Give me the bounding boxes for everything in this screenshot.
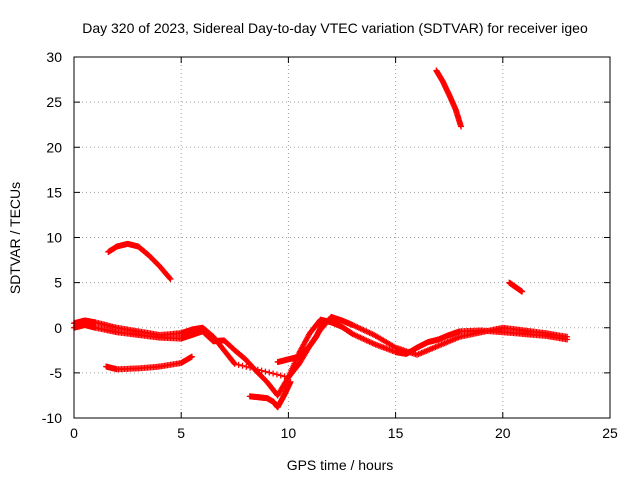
y-tick-label: 20 (46, 139, 62, 155)
x-tick-label: 0 (70, 425, 78, 441)
x-tick-label: 20 (495, 425, 511, 441)
series-arc-upper-left (105, 240, 174, 283)
x-tick-label: 25 (602, 425, 618, 441)
data-point (319, 320, 326, 327)
y-tick-label: 25 (46, 94, 62, 110)
chart-title: Day 320 of 2023, Sidereal Day-to-day VTE… (82, 20, 588, 36)
y-tick-label: 5 (54, 275, 62, 291)
y-tick-label: -10 (42, 410, 62, 426)
data-point (258, 367, 265, 374)
data-point (270, 370, 277, 377)
x-tick-label: 5 (177, 425, 185, 441)
x-tick-label: 10 (281, 425, 297, 441)
y-tick-label: 10 (46, 230, 62, 246)
y-axis-label: SDTVAR / TECUs (7, 182, 23, 294)
data-point (167, 276, 174, 283)
plot-frame (73, 56, 611, 419)
y-tick-label: 15 (46, 184, 62, 200)
series-arc-dip (246, 378, 294, 411)
data-point (457, 123, 464, 130)
x-axis-label: GPS time / hours (287, 457, 394, 473)
series-arc-rise (274, 320, 326, 366)
data-point (166, 275, 173, 282)
y-tick-label: 0 (54, 320, 62, 336)
grid-lines (74, 57, 610, 418)
series-arc-lower-left (103, 353, 195, 373)
data-point (188, 353, 195, 360)
data-point (231, 360, 238, 367)
data-point (235, 361, 242, 368)
data-point (254, 366, 261, 373)
series-arc-small-right (506, 279, 526, 295)
data-point (287, 378, 294, 385)
data-point (250, 365, 257, 372)
data-point (247, 364, 254, 371)
data-point (266, 369, 273, 376)
y-tick-label: -5 (50, 365, 63, 381)
data-point (273, 371, 280, 378)
series-arc-high-1 (433, 67, 464, 130)
data-point (564, 333, 571, 340)
data-point (519, 288, 526, 295)
data-point (239, 362, 246, 369)
data-point (243, 363, 250, 370)
data-point (231, 359, 238, 366)
data-point (262, 368, 269, 375)
data-points (71, 67, 571, 411)
data-point (277, 372, 284, 379)
y-tick-label: 30 (46, 49, 62, 65)
x-tick-label: 15 (388, 425, 404, 441)
